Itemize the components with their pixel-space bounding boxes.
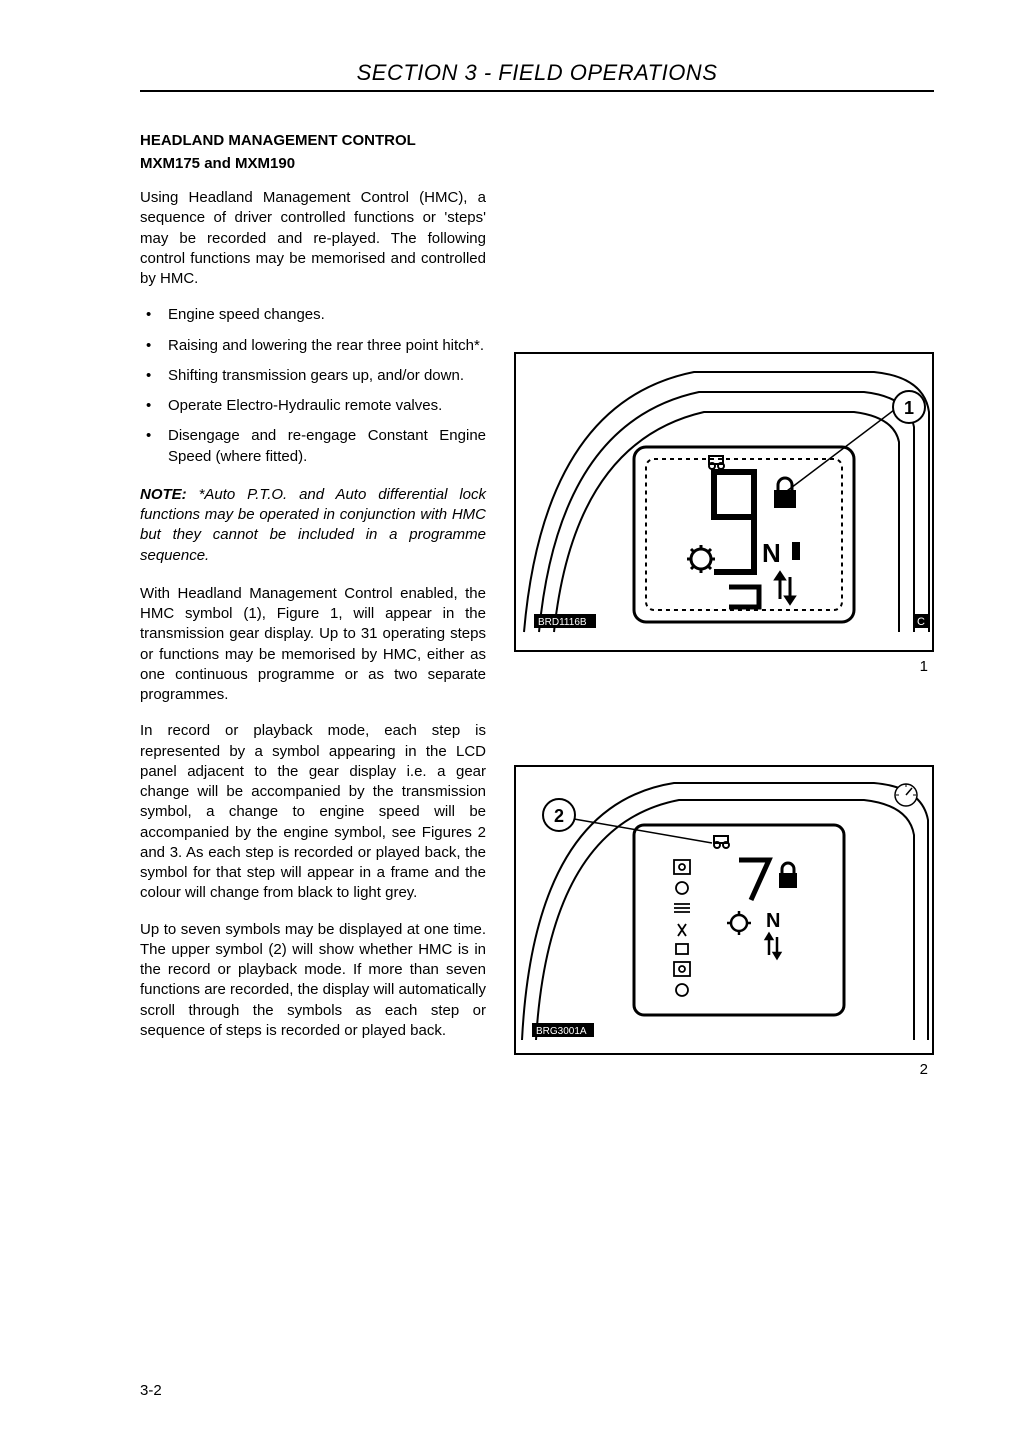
note-paragraph: NOTE: *Auto P.T.O. and Auto differential… [140,485,486,566]
figure-2-number: 2 [514,1061,934,1078]
bullet-list: Engine speed changes. Raising and loweri… [140,305,486,467]
paragraph-2: With Headland Management Control enabled… [140,584,486,706]
subheading: MXM175 and MXM190 [140,155,486,172]
bullet-item: Engine speed changes. [140,305,486,325]
note-body: *Auto P.T.O. and Auto differential lock … [140,486,486,564]
fig1-n-label: N [762,538,781,568]
figure-1: N [514,352,934,675]
figure-2: N [514,765,934,1078]
paragraph-4: Up to seven symbols may be displayed at … [140,920,486,1042]
page: SECTION 3 - FIELD OPERATIONS HEADLAND MA… [0,0,1024,1449]
fig1-panel-label: BRD1116B [538,617,587,628]
bullet-item: Raising and lowering the rear three poin… [140,336,486,356]
bullet-item: Disengage and re-engage Constant Engine … [140,426,486,467]
fig2-panel-label: BRG3001A [536,1026,587,1037]
section-header: SECTION 3 - FIELD OPERATIONS [140,60,934,92]
paragraph-1: Using Headland Management Control (HMC),… [140,188,486,289]
figure-1-svg: N [514,352,934,652]
bullet-item: Operate Electro-Hydraulic remote valves. [140,396,486,416]
fig2-callout: 2 [554,806,564,826]
paragraph-3: In record or playback mode, each step is… [140,721,486,903]
figure-column: N [514,132,934,1078]
fig1-c-label: C [917,616,925,628]
fig2-n-label: N [766,910,780,932]
figure-1-number: 1 [514,658,934,675]
fig1-callout: 1 [904,398,914,418]
heading: HEADLAND MANAGEMENT CONTROL [140,132,486,149]
two-column-layout: HEADLAND MANAGEMENT CONTROL MXM175 and M… [140,132,934,1078]
text-column: HEADLAND MANAGEMENT CONTROL MXM175 and M… [140,132,486,1078]
figure-2-svg: N [514,765,934,1055]
bullet-item: Shifting transmission gears up, and/or d… [140,366,486,386]
note-label: NOTE: [140,486,187,503]
page-number: 3-2 [140,1382,162,1399]
